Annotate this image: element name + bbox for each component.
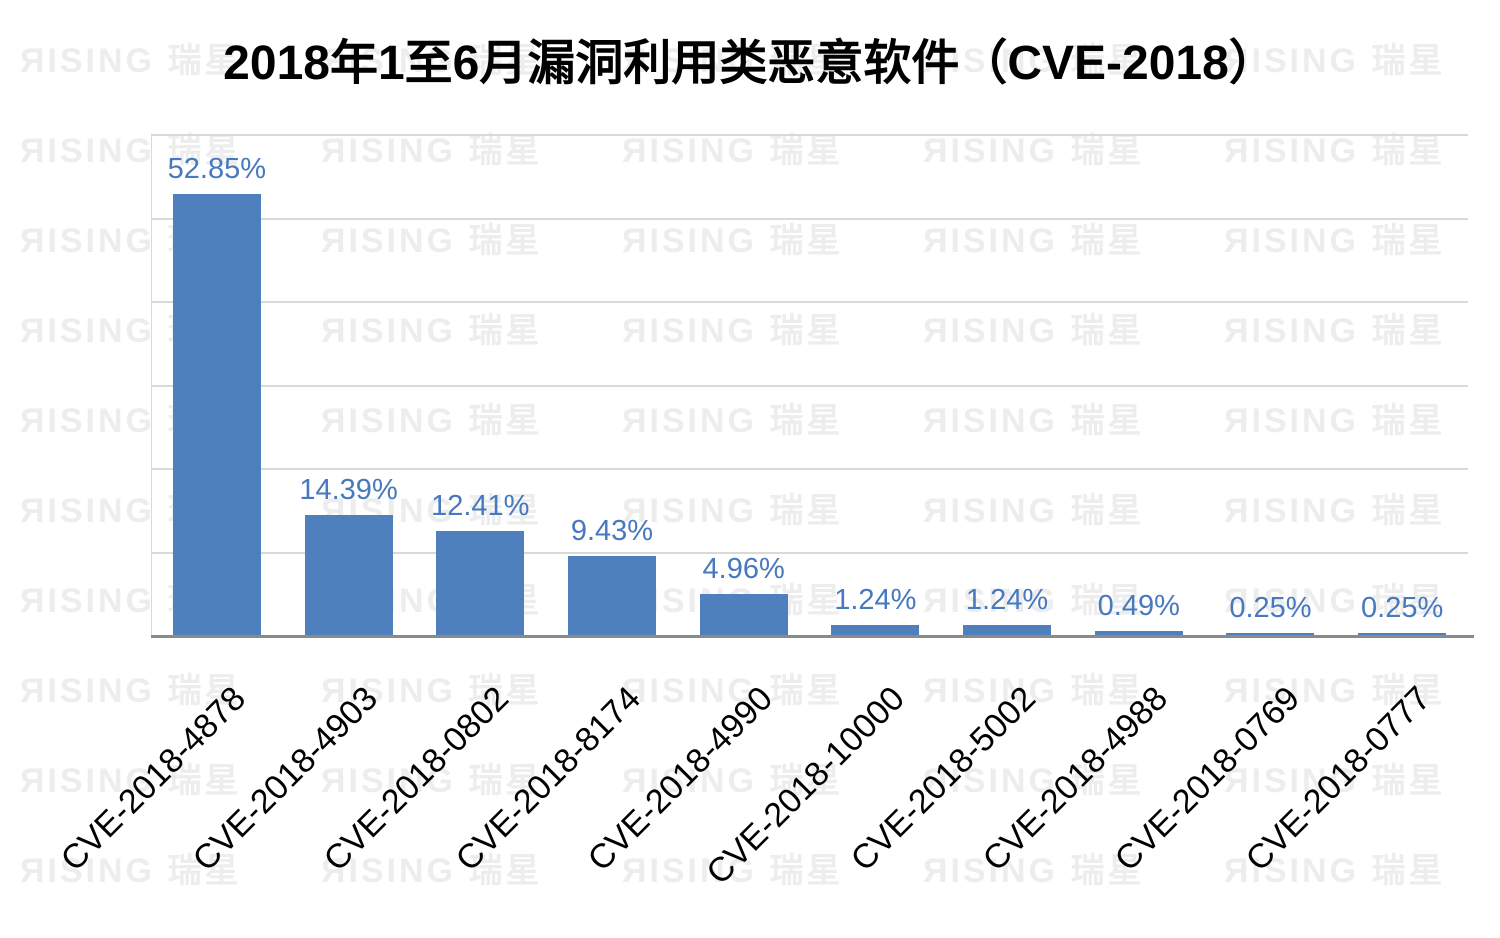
bar [831, 624, 920, 635]
bar [172, 193, 261, 635]
bar [699, 593, 788, 635]
bar [567, 556, 656, 635]
x-axis-labels-layer: CVE-2018-4878 CVE-2018-4903 CVE-2018-0802 C… [54, 679, 1468, 938]
chart-title: 2018年1至6月漏洞利用类恶意软件（CVE-2018） [223, 37, 1277, 90]
bar [1358, 632, 1447, 635]
bar-value-label: 1.24% [965, 583, 1049, 616]
x-axis-line [151, 635, 1474, 638]
gridline [151, 134, 1468, 136]
bar-value-label: 52.85% [167, 152, 267, 185]
bar-value-label: 1.24% [834, 583, 917, 616]
bar-value-label: 0.49% [1097, 589, 1180, 622]
gridline [151, 468, 1468, 470]
bar-value-label: 9.43% [570, 515, 654, 548]
gridline [151, 301, 1468, 303]
bar-value-label: 0.25% [1229, 591, 1312, 624]
gridline [151, 551, 1468, 554]
bar [1094, 630, 1183, 635]
bar-value-label: 12.41% [431, 490, 530, 523]
bar-value-label: 4.96% [702, 552, 785, 585]
gridline [151, 384, 1468, 387]
bar [436, 531, 525, 635]
bar [304, 514, 393, 635]
bar [963, 624, 1052, 635]
bar-value-label: 0.25% [1361, 591, 1444, 624]
plot-area: 52.85% 14.39% 12.41% 9.43% 4.96% 1.24% 1.24% 0.… [151, 134, 1474, 638]
bar [1226, 632, 1315, 635]
gridline [151, 217, 1468, 220]
bar-value-label: 14.39% [299, 473, 398, 506]
